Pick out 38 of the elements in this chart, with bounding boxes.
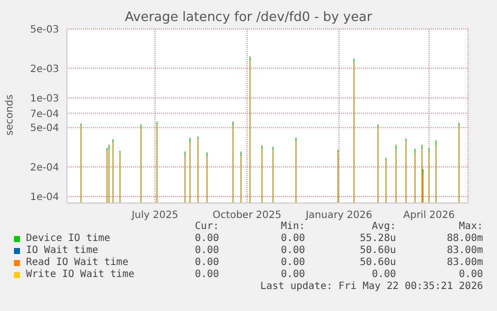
text: 50.60u: [358, 245, 396, 256]
x-tick-label: April 2026: [403, 210, 455, 222]
y-tick-label: 1e-03: [30, 93, 59, 104]
legend-label: IO Wait time: [26, 245, 98, 256]
text: Last update: Fri May 22 00:35:21 2026: [260, 281, 483, 292]
text: Max:: [458, 221, 483, 232]
legend-label: Read IO Wait time: [26, 257, 128, 268]
text: 0.00: [280, 233, 305, 244]
y-tick-label: 2e-04: [30, 162, 59, 174]
text: 55.28u: [358, 233, 396, 244]
text: Cur:: [194, 221, 219, 232]
text: 0.00: [194, 233, 219, 244]
text: 0.00: [280, 257, 305, 268]
text: 0.00: [370, 269, 396, 280]
text: 50.60u: [358, 257, 396, 268]
y-tick-label: 7e-04: [30, 108, 59, 120]
x-tick-label: January 2026: [304, 210, 372, 222]
text: 83.00m: [446, 257, 483, 268]
legend-label: Write IO Wait time: [26, 269, 134, 280]
text: Min:: [280, 221, 305, 232]
text: 0.00: [280, 245, 305, 256]
y-tick-label: 5e-04: [30, 123, 59, 134]
text: 0.00: [194, 269, 219, 280]
y-axis-title: seconds: [4, 94, 16, 136]
text: 0.00: [194, 257, 219, 268]
y-tick-label: 5e-03: [30, 24, 59, 36]
text: 83.00m: [446, 245, 483, 256]
text: 0.00: [458, 269, 483, 280]
x-tick-label: October 2025: [212, 210, 282, 222]
y-tick-label: 2e-03: [30, 64, 59, 75]
x-tick-label: July 2025: [130, 210, 178, 222]
text: Avg:: [370, 221, 396, 232]
text: 0.00: [280, 269, 305, 280]
y-tick-label: 1e-04: [30, 192, 59, 204]
text: 0.00: [194, 245, 219, 256]
text: 88.00m: [446, 233, 483, 244]
legend-label: Device IO time: [26, 233, 110, 244]
chart-title: Average latency for /dev/fd0 - by year: [124, 10, 374, 25]
